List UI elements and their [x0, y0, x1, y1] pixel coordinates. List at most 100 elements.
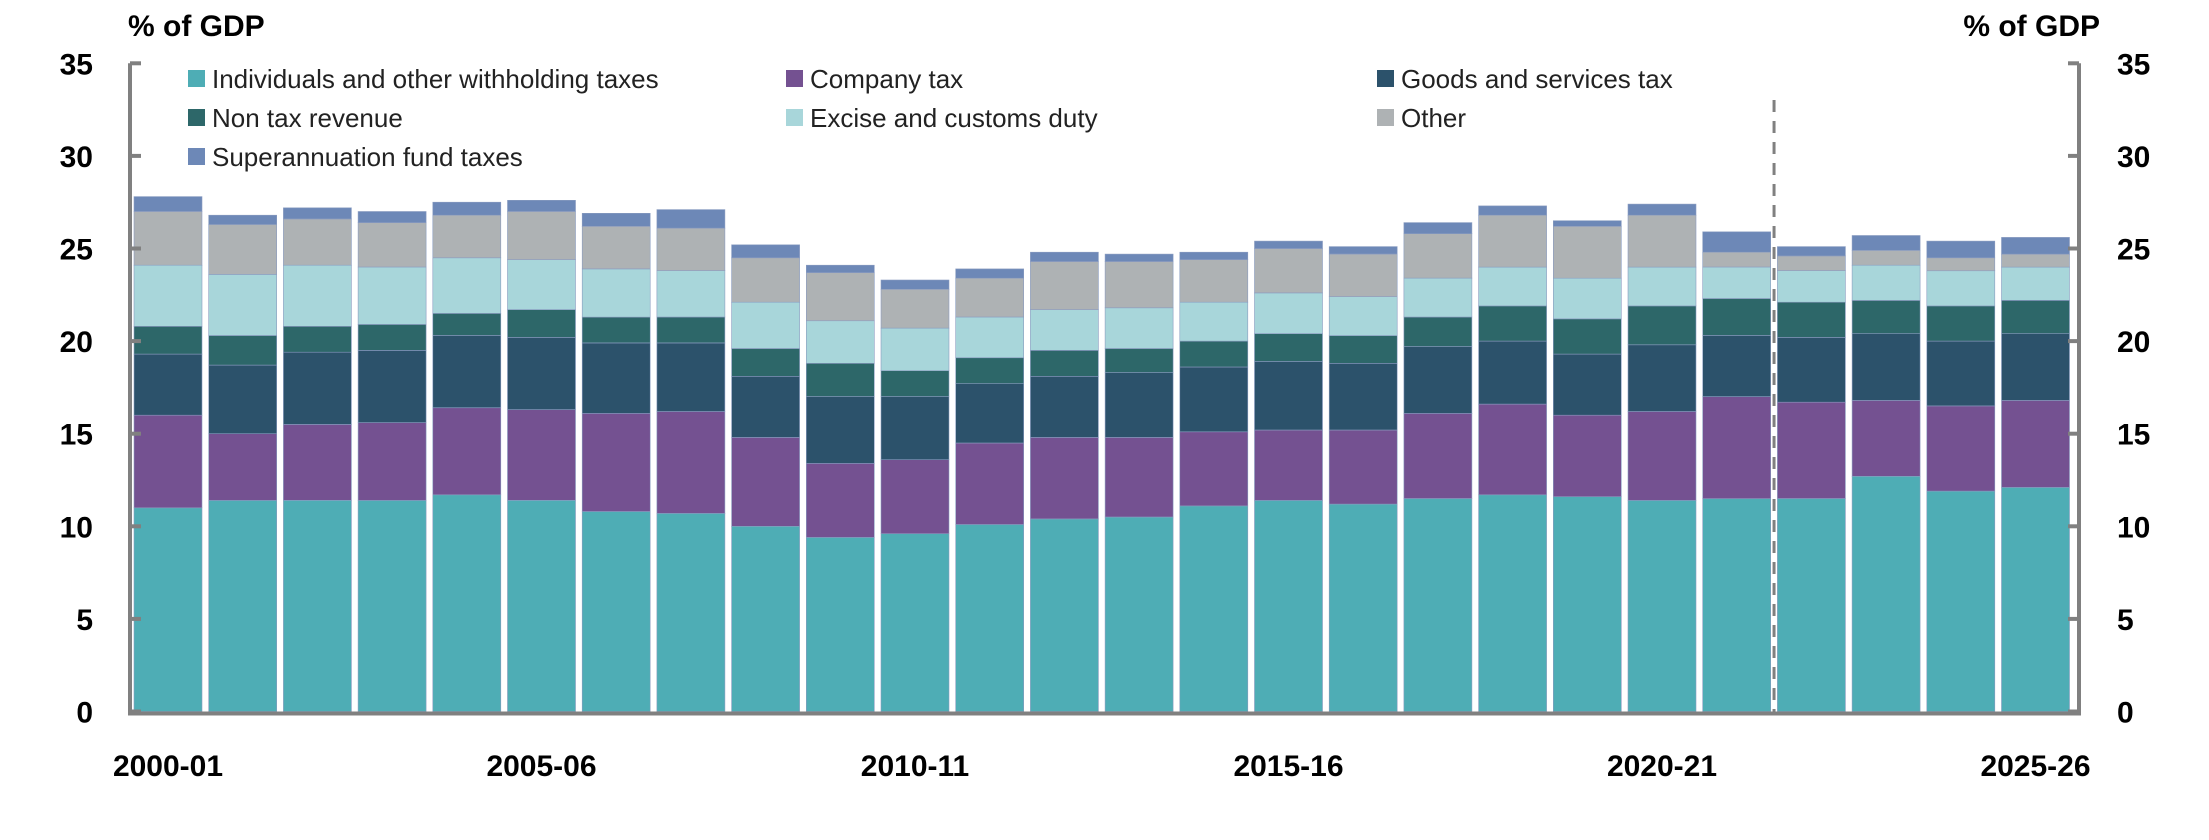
legend-swatch	[786, 109, 803, 126]
bar-segment	[1104, 261, 1174, 309]
bar-segment	[1030, 375, 1099, 438]
bar-segment	[357, 266, 427, 325]
bar-segment	[656, 411, 726, 514]
left-y-tick-label: 15	[60, 419, 93, 452]
bar-stack	[955, 268, 1025, 712]
x-tick-label: 2005-06	[486, 750, 596, 783]
bar-segment	[1926, 270, 1996, 307]
right-axis-title: % of GDP	[1963, 10, 2100, 43]
bar-segment	[208, 214, 277, 225]
bar-stack	[1702, 231, 1771, 712]
left-y-tick-label: 35	[60, 48, 93, 81]
bar-segment	[955, 442, 1025, 525]
left-y-tick-label: 0	[76, 697, 93, 730]
bar-segment	[208, 433, 277, 501]
bar-segment	[1553, 353, 1622, 416]
bar-segment	[1104, 348, 1174, 373]
bar-stack	[1777, 246, 1846, 712]
legend: Individuals and other withholding taxes C…	[188, 64, 1673, 172]
right-y-tick-labels: 0 5 10 15 20 25 30 35	[2117, 48, 2150, 729]
legend-swatch	[188, 148, 205, 165]
bar-stack	[1851, 235, 1921, 712]
bar-segment	[2001, 487, 2070, 712]
bar-stack	[805, 264, 875, 712]
bar-segment	[1851, 475, 1921, 712]
left-y-tick-label: 30	[60, 141, 93, 174]
legend-swatch	[1377, 70, 1394, 87]
bar-segment	[1328, 253, 1398, 298]
legend-item: Excise and customs duty	[786, 103, 1098, 133]
bar-segment	[283, 325, 352, 353]
bar-segment	[283, 218, 352, 266]
bar-segment	[880, 396, 950, 461]
bar-segment	[283, 500, 352, 712]
bar-segment	[1478, 305, 1547, 342]
bar-segment	[1926, 240, 1996, 259]
bar-segment	[1702, 498, 1771, 712]
bar-segment	[208, 274, 277, 336]
bar-segment	[1179, 301, 1249, 342]
bar-segment	[880, 327, 950, 372]
bar-segment	[1777, 301, 1846, 338]
bar-segment	[581, 213, 651, 227]
bar-segment	[507, 309, 576, 338]
bar-segment	[1702, 335, 1771, 397]
bar-segment	[1254, 292, 1323, 334]
bar-segment	[1851, 333, 1921, 401]
bar-segment	[283, 207, 352, 220]
bar-segment	[955, 268, 1025, 279]
left-axis-title: % of GDP	[128, 10, 265, 43]
bar-segment	[1328, 296, 1398, 336]
bar-segment	[805, 264, 875, 273]
bar-segment	[1777, 401, 1846, 499]
right-y-tick-label: 5	[2117, 604, 2134, 637]
bar-segment	[1328, 362, 1398, 431]
bar-segment	[1030, 518, 1099, 712]
bar-segment	[731, 437, 800, 527]
bar-segment	[1777, 255, 1846, 271]
legend-label: Superannuation fund taxes	[212, 142, 523, 172]
bar-segment	[1254, 333, 1323, 362]
bar-segment	[1926, 257, 1996, 272]
left-y-tick-label: 20	[60, 326, 93, 359]
bar-segment	[133, 353, 203, 416]
bar-stack	[1030, 251, 1099, 712]
bar-segment	[1926, 490, 1996, 712]
bars-group	[133, 196, 2070, 712]
right-y-tick-label: 35	[2117, 48, 2150, 81]
bar-stack	[1627, 203, 1697, 712]
bar-segment	[2001, 266, 2070, 301]
bar-segment	[731, 301, 800, 349]
legend-label: Goods and services tax	[1401, 64, 1673, 94]
bar-segment	[432, 214, 502, 259]
legend-label: Non tax revenue	[212, 103, 403, 133]
bar-segment	[432, 335, 502, 408]
bar-segment	[1104, 437, 1174, 518]
bar-segment	[805, 272, 875, 322]
bar-segment	[357, 350, 427, 423]
bar-segment	[880, 459, 950, 535]
legend-item: Individuals and other withholding taxes	[188, 64, 659, 94]
bar-segment	[1254, 240, 1323, 249]
axes-group	[128, 61, 2081, 716]
bar-segment	[1553, 318, 1622, 355]
bar-segment	[1179, 259, 1249, 303]
left-y-tick-labels: 0 5 10 15 20 25 30 35	[60, 48, 93, 729]
bar-segment	[133, 325, 203, 355]
bar-segment	[432, 494, 502, 712]
bar-segment	[1553, 226, 1622, 279]
bar-segment	[805, 462, 875, 538]
right-y-tick-label: 20	[2117, 326, 2150, 359]
bar-segment	[357, 211, 427, 223]
bar-segment	[955, 277, 1025, 318]
bar-segment	[507, 500, 576, 712]
bar-segment	[1627, 266, 1697, 307]
bar-segment	[1478, 494, 1547, 712]
bar-segment	[432, 312, 502, 336]
legend-item: Company tax	[786, 64, 963, 94]
bar-stack	[1104, 253, 1174, 712]
bar-segment	[731, 244, 800, 259]
bar-segment	[1403, 233, 1473, 279]
bar-segment	[1702, 231, 1771, 253]
bar-segment	[1403, 498, 1473, 712]
